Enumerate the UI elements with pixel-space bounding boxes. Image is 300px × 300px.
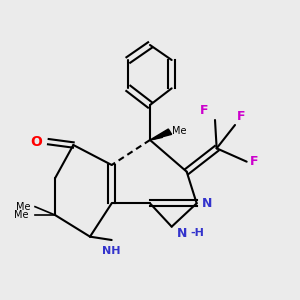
- Text: NH: NH: [102, 246, 121, 256]
- Text: F: F: [200, 104, 208, 117]
- Text: Me: Me: [172, 126, 186, 136]
- Polygon shape: [150, 129, 172, 140]
- Text: F: F: [250, 155, 259, 168]
- Text: N: N: [202, 197, 212, 210]
- Text: Me: Me: [16, 202, 30, 212]
- Text: Me: Me: [14, 210, 28, 220]
- Text: -H: -H: [190, 228, 204, 238]
- Text: F: F: [237, 110, 245, 123]
- Text: N: N: [177, 227, 187, 240]
- Text: O: O: [30, 135, 42, 149]
